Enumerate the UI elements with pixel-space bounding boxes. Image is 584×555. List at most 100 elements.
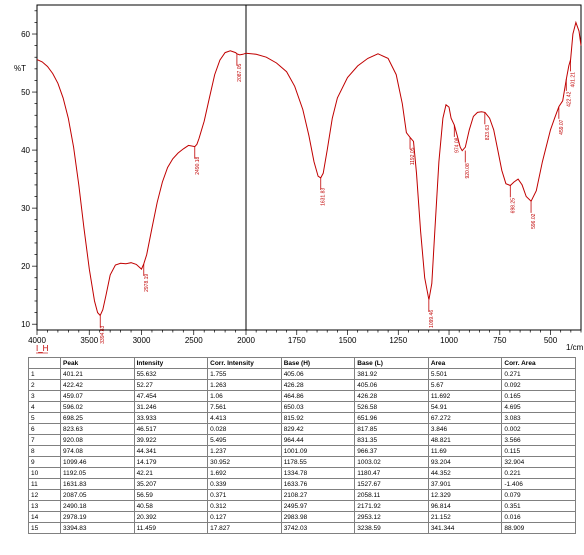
peak-label: 698.25	[510, 198, 516, 214]
table-cell: 47.454	[133, 390, 209, 402]
peak-table-header: Peak Intensity Corr. Intensity Base (H) Base…	[28, 357, 576, 369]
peak-table-body: 1 401.21 55.632 1.755 405.06 381.92 5.501 0.271…	[28, 368, 576, 534]
y-tick-label: 60	[21, 30, 30, 39]
column-header: Base (H)	[280, 357, 356, 369]
table-cell: 0.221	[501, 467, 576, 479]
table-cell: 817.85	[354, 423, 429, 435]
peak-label: 401.21	[571, 72, 577, 88]
y-tick-label: 40	[21, 146, 30, 155]
column-header: Intensity	[133, 357, 209, 369]
table-cell: 964.44	[280, 434, 356, 446]
table-cell: 10	[28, 467, 61, 479]
table-cell: 52.27	[133, 379, 209, 391]
table-cell: 1527.67	[354, 478, 429, 490]
peak-table: Peak Intensity Corr. Intensity Base (H) Base…	[28, 357, 576, 534]
table-row: 10 1192.05 42.21 1.692 1334.78 1180.47 44.352 0…	[28, 467, 576, 479]
y-tick-label: 50	[21, 88, 30, 97]
table-cell: 39.922	[133, 434, 209, 446]
table-cell: 44.352	[427, 467, 503, 479]
table-cell: 4.695	[501, 401, 576, 413]
table-cell: 0.092	[501, 379, 576, 391]
table-cell: 96.814	[427, 500, 503, 512]
table-cell: 0.016	[501, 511, 576, 523]
table-cell: 341.344	[427, 522, 503, 534]
table-cell: 1633.76	[280, 478, 356, 490]
table-cell: 2087.05	[60, 489, 135, 501]
spectrum-line	[36, 20, 582, 317]
table-row: 2 422.42 52.27 1.263 426.28 405.06 5.67 0.092	[28, 379, 576, 391]
peak-label: 2490.18	[195, 156, 201, 174]
table-cell: -1.406	[501, 478, 576, 490]
table-row: 1 401.21 55.632 1.755 405.06 381.92 5.501 0.271	[28, 368, 576, 380]
table-row: 14 2978.19 20.392 0.127 2983.98 2953.12 21.152…	[28, 511, 576, 523]
table-cell: 3.083	[501, 412, 576, 424]
table-cell: 0.312	[207, 500, 282, 512]
table-cell: 20.392	[133, 511, 209, 523]
table-cell: 0.002	[501, 423, 576, 435]
x-tick-label: 3500	[80, 336, 98, 345]
x-tick-label: 2000	[237, 336, 255, 345]
table-cell: 55.632	[133, 368, 209, 380]
table-row: 7 920.08 39.922 5.495 964.44 831.35 48.821 3.56…	[28, 434, 576, 446]
table-cell: 698.25	[60, 412, 135, 424]
table-cell: 3.566	[501, 434, 576, 446]
table-cell: 405.06	[354, 379, 429, 391]
table-cell: 1178.55	[280, 456, 356, 468]
table-row: 12 2087.05 56.59 0.371 2108.27 2058.11 12.329 0…	[28, 489, 576, 501]
table-cell: 40.58	[133, 500, 209, 512]
table-cell: 1180.47	[354, 467, 429, 479]
table-cell: 0.127	[207, 511, 282, 523]
table-cell: 4.413	[207, 412, 282, 424]
table-cell: 1334.78	[280, 467, 356, 479]
table-cell: 829.42	[280, 423, 356, 435]
table-cell: 1.237	[207, 445, 282, 457]
table-cell: 54.91	[427, 401, 503, 413]
table-cell: 3	[28, 390, 61, 402]
table-cell: 2953.12	[354, 511, 429, 523]
table-cell: 21.152	[427, 511, 503, 523]
table-cell: 14.179	[133, 456, 209, 468]
table-cell: 831.35	[354, 434, 429, 446]
x-tick-label: 1500	[339, 336, 357, 345]
column-header	[28, 357, 61, 369]
table-cell: 464.86	[280, 390, 356, 402]
table-cell: 2978.19	[60, 511, 135, 523]
table-cell: 2490.18	[60, 500, 135, 512]
table-cell: 5.501	[427, 368, 503, 380]
table-cell: 33.933	[133, 412, 209, 424]
table-cell: 7.561	[207, 401, 282, 413]
table-cell: 4	[28, 401, 61, 413]
peak-label: 1192.05	[410, 147, 416, 165]
peak-label: 1631.83	[321, 188, 327, 206]
table-cell: 2983.98	[280, 511, 356, 523]
table-cell: 974.08	[60, 445, 135, 457]
table-cell: 823.63	[60, 423, 135, 435]
table-cell: 596.02	[60, 401, 135, 413]
table-cell: 5.495	[207, 434, 282, 446]
table-cell: 32.904	[501, 456, 576, 468]
table-cell: 1099.46	[60, 456, 135, 468]
table-cell: 1.06	[207, 390, 282, 402]
series-label: I_H	[36, 344, 49, 353]
table-cell: 1.692	[207, 467, 282, 479]
table-cell: 11.69	[427, 445, 503, 457]
peak-label: 459.07	[559, 119, 565, 135]
table-cell: 15	[28, 522, 61, 534]
peak-label: 1099.46	[429, 310, 435, 328]
table-cell: 651.96	[354, 412, 429, 424]
table-cell: 14	[28, 511, 61, 523]
table-cell: 2108.27	[280, 489, 356, 501]
column-header: Corr. Intensity	[207, 357, 282, 369]
column-header: Corr. Area	[501, 357, 576, 369]
table-cell: 0.371	[207, 489, 282, 501]
peak-label: 2978.19	[144, 274, 150, 292]
table-cell: 0.271	[501, 368, 576, 380]
peak-label: 3394.83	[100, 325, 106, 343]
y-axis-label: %T	[14, 64, 26, 73]
table-row: 13 2490.18 40.58 0.312 2495.97 2171.92 96.814 0…	[28, 500, 576, 512]
table-cell: 1	[28, 368, 61, 380]
table-cell: 3.846	[427, 423, 503, 435]
y-tick-label: 10	[21, 320, 30, 329]
table-row: 5 698.25 33.933 4.413 815.92 651.96 67.272 3.08…	[28, 412, 576, 424]
table-cell: 1192.05	[60, 467, 135, 479]
